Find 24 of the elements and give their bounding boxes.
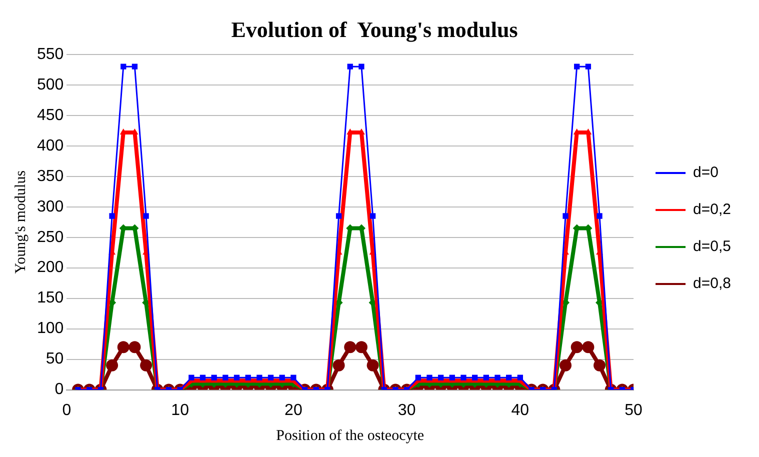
x-tick-label: 40 (511, 402, 530, 419)
y-tick-label: 450 (36, 106, 64, 124)
chart-title: Evolution of Young's modulus (231, 16, 518, 42)
y-axis-title: Young's modulus (12, 170, 29, 274)
y-tick-label: 50 (46, 350, 64, 368)
x-tick-label: 20 (284, 402, 302, 419)
legend-label: d=0,8 (693, 275, 732, 292)
y-tick-label: 350 (36, 168, 64, 185)
y-tick-label: 300 (36, 198, 64, 216)
x-axis-title: Position of the osteocyte (276, 428, 424, 444)
y-tick-label: 500 (36, 76, 64, 94)
y-tick-label: 250 (36, 228, 64, 246)
legend-label: d=0,2 (693, 201, 732, 218)
y-tick-label: 550 (36, 46, 64, 63)
y-tick-label: 150 (36, 290, 64, 307)
y-tick-label: 400 (36, 137, 64, 154)
legend-label: d=0 (693, 164, 718, 182)
y-tick-label: 0 (54, 381, 64, 398)
x-tick-label: 10 (171, 402, 190, 419)
y-tick-label: 100 (36, 320, 64, 338)
y-tick-label: 200 (36, 259, 64, 276)
legend-label: d=0,5 (693, 238, 732, 256)
x-tick-label: 30 (398, 402, 416, 419)
x-tick-label: 50 (624, 402, 643, 419)
